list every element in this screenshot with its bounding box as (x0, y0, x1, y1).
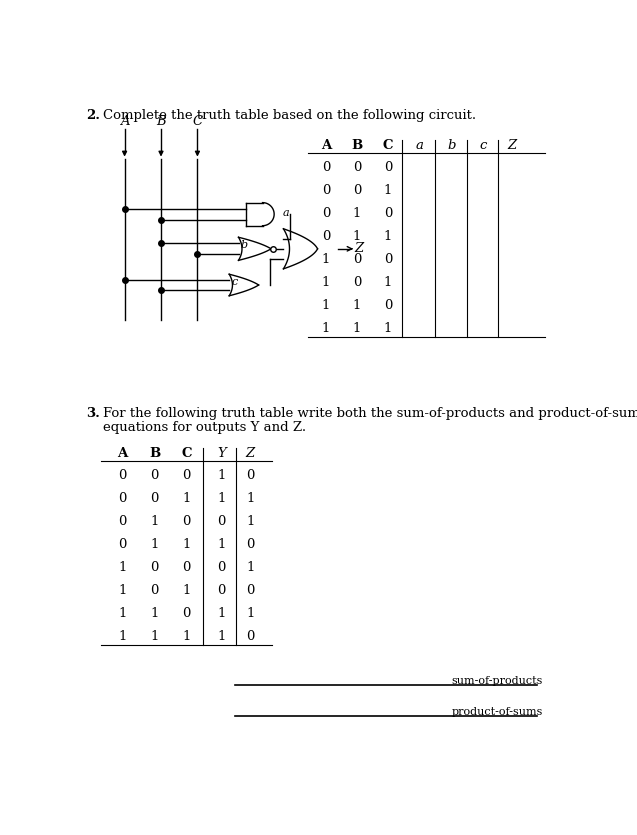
Text: 0: 0 (353, 184, 361, 197)
Text: 1: 1 (217, 607, 225, 620)
Text: 1: 1 (322, 253, 330, 266)
Text: 0: 0 (384, 299, 392, 312)
Text: 1: 1 (217, 538, 225, 551)
Text: A: A (117, 447, 127, 460)
Text: a: a (415, 139, 423, 152)
Text: 0: 0 (182, 468, 190, 482)
Text: 0: 0 (246, 538, 254, 551)
Text: 0: 0 (150, 492, 159, 505)
Text: 1: 1 (118, 561, 126, 574)
Text: sum-of-products: sum-of-products (452, 676, 543, 686)
Text: 0: 0 (182, 515, 190, 528)
Text: B: B (156, 115, 166, 128)
Text: 1: 1 (322, 299, 330, 312)
Text: 0: 0 (246, 468, 254, 482)
Text: 0: 0 (118, 515, 126, 528)
Text: b: b (241, 240, 248, 250)
Text: c: c (479, 139, 486, 152)
Text: 1: 1 (353, 207, 361, 220)
Text: B: B (149, 447, 161, 460)
Text: 0: 0 (322, 160, 330, 174)
Text: 1: 1 (182, 630, 190, 644)
Text: 0: 0 (384, 253, 392, 266)
Text: 0: 0 (384, 160, 392, 174)
Text: For the following truth table write both the sum-of-products and product-of-sums: For the following truth table write both… (103, 407, 637, 420)
Text: 0: 0 (150, 584, 159, 597)
Text: 1: 1 (246, 492, 254, 505)
Text: Z: Z (355, 242, 364, 256)
Text: Y: Y (217, 447, 226, 460)
Text: 1: 1 (353, 299, 361, 312)
Text: 0: 0 (322, 207, 330, 220)
Text: 0: 0 (353, 276, 361, 289)
Text: 0: 0 (246, 630, 254, 644)
Text: equations for outputs Y and Z.: equations for outputs Y and Z. (103, 421, 306, 433)
Text: Complete the truth table based on the following circuit.: Complete the truth table based on the fo… (103, 109, 476, 123)
Text: 0: 0 (217, 584, 225, 597)
Text: 1: 1 (150, 607, 159, 620)
Text: 0: 0 (246, 584, 254, 597)
Text: 1: 1 (246, 515, 254, 528)
Text: 0: 0 (150, 468, 159, 482)
Text: B: B (352, 139, 362, 152)
Text: 1: 1 (384, 184, 392, 197)
Text: 1: 1 (150, 515, 159, 528)
Text: 0: 0 (353, 253, 361, 266)
Text: 0: 0 (217, 561, 225, 574)
Text: 1: 1 (217, 468, 225, 482)
Text: C: C (182, 447, 192, 460)
Text: 0: 0 (182, 607, 190, 620)
Text: 0: 0 (150, 561, 159, 574)
Text: 0: 0 (118, 538, 126, 551)
Text: 1: 1 (150, 538, 159, 551)
Text: 1: 1 (322, 276, 330, 289)
Text: C: C (383, 139, 393, 152)
Text: 1: 1 (182, 584, 190, 597)
Text: 1: 1 (118, 584, 126, 597)
Text: 1: 1 (384, 230, 392, 243)
Text: 0: 0 (118, 492, 126, 505)
Text: product-of-sums: product-of-sums (452, 707, 543, 717)
Text: 0: 0 (322, 184, 330, 197)
Text: c: c (231, 277, 238, 287)
Text: 1: 1 (384, 322, 392, 336)
Text: A: A (321, 139, 331, 152)
Text: 1: 1 (384, 276, 392, 289)
Text: 0: 0 (353, 160, 361, 174)
Text: 2.: 2. (86, 109, 100, 123)
Text: A: A (120, 115, 129, 128)
Text: 1: 1 (217, 492, 225, 505)
Text: 1: 1 (182, 538, 190, 551)
Text: 1: 1 (246, 607, 254, 620)
Text: 1: 1 (217, 630, 225, 644)
Text: 1: 1 (150, 630, 159, 644)
Text: 1: 1 (353, 230, 361, 243)
Text: C: C (192, 115, 203, 128)
Text: 1: 1 (246, 561, 254, 574)
Text: 1: 1 (118, 630, 126, 644)
Text: 1: 1 (182, 492, 190, 505)
Text: 0: 0 (118, 468, 126, 482)
Text: Z: Z (245, 447, 255, 460)
Text: 0: 0 (384, 207, 392, 220)
Text: 1: 1 (322, 322, 330, 336)
Text: Z: Z (508, 139, 517, 152)
Text: 0: 0 (217, 515, 225, 528)
Text: a: a (283, 208, 289, 218)
Text: 0: 0 (182, 561, 190, 574)
Text: b: b (447, 139, 456, 152)
Text: 0: 0 (322, 230, 330, 243)
Text: 1: 1 (353, 322, 361, 336)
Text: 1: 1 (118, 607, 126, 620)
Text: 3.: 3. (86, 407, 100, 420)
